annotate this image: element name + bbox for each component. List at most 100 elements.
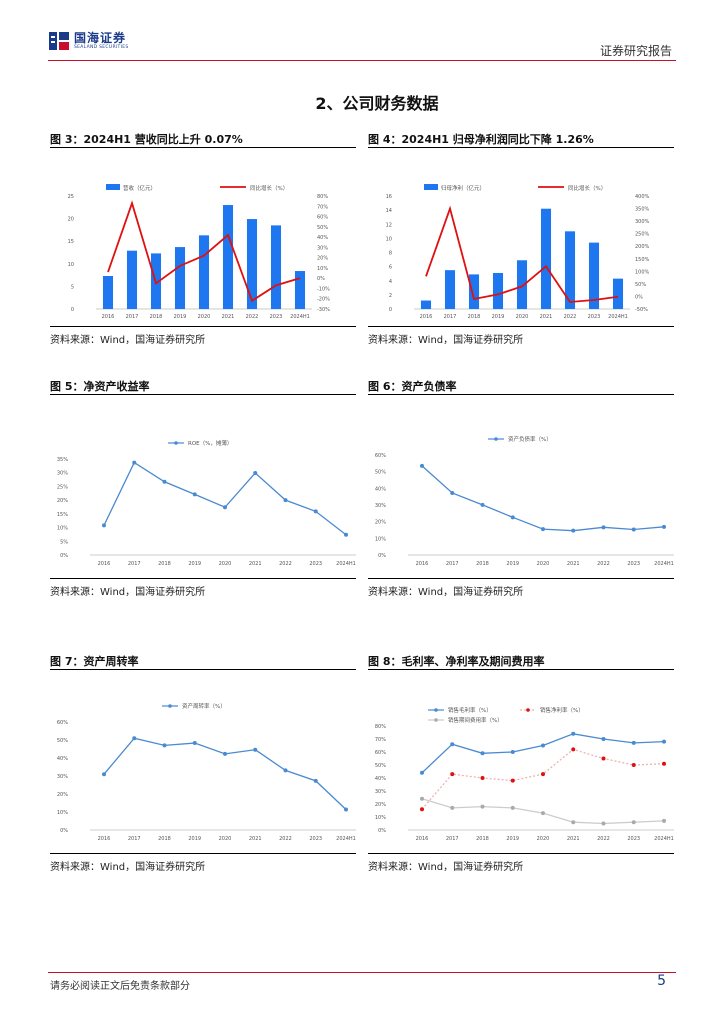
y-tick: 10% — [57, 810, 68, 816]
x-tick: 2020 — [198, 314, 211, 320]
data-point — [450, 742, 455, 747]
figure-source: 资料来源：Wind，国海证券研究所 — [368, 587, 524, 598]
data-point — [223, 505, 227, 510]
y-tick-left: 2 — [389, 293, 392, 299]
y-tick-right: 150% — [635, 257, 650, 263]
y-tick-right: -50% — [635, 307, 648, 313]
y-tick: 80% — [375, 724, 386, 730]
legend-marker — [168, 704, 172, 708]
bar — [564, 231, 576, 309]
x-tick: 2022 — [246, 314, 259, 320]
y-tick-right: 400% — [635, 194, 650, 200]
x-tick: 2018 — [476, 561, 489, 567]
figure-6: 图 6：资产负债率 0% 10% 20% 30% 40% 50% 60% 2016 2017 20… — [368, 378, 674, 598]
y-tick: 20% — [57, 792, 68, 798]
figure-3: 图 3：2024H1 营收同比上升 0.07% 0 5 10 15 20 25 -30% -2… — [50, 131, 356, 346]
x-tick: 2021 — [222, 314, 235, 320]
figure-8: 图 8：毛利率、净利率及期间费用率 0% 10% 20% 30% 40% 50% 60% 70… — [368, 653, 674, 873]
x-tick: 2018 — [150, 314, 163, 320]
data-point — [662, 739, 666, 744]
x-tick: 2023 — [627, 561, 640, 567]
x-tick: 2017 — [446, 561, 459, 567]
roe-chart: 0% 5% 10% 15% 20% 25% 30% 35% 2016 2017 2018 2019 20… — [57, 439, 356, 567]
bar — [174, 247, 186, 309]
logo-cn-text: 国海证券 — [74, 30, 127, 45]
data-point — [510, 750, 515, 754]
x-tick: 2024H1 — [336, 561, 356, 567]
y-tick: 50% — [375, 763, 386, 769]
y-tick: 15% — [57, 512, 68, 518]
data-point — [510, 805, 515, 810]
y-tick: 25% — [57, 484, 68, 490]
figure-source: 资料来源：Wind，国海证券研究所 — [368, 862, 524, 873]
figure-4: 图 4：2024H1 归母净利润同比下降 1.26% 0 2 4 6 8 10 12 14 16… — [368, 131, 674, 346]
company-logo: 国海证券 SEALAND SECURITIES — [48, 30, 129, 52]
data-point — [162, 479, 167, 484]
y-tick-right: 20% — [317, 256, 328, 262]
data-point — [480, 502, 485, 507]
x-tick: 2016 — [98, 836, 111, 842]
y-tick-right: 250% — [635, 232, 650, 238]
data-point — [571, 528, 576, 533]
y-tick: 20% — [375, 802, 386, 808]
x-tick: 2024H1 — [654, 561, 674, 567]
figure-title: 图 6：资产负债率 — [368, 380, 457, 393]
data-point — [631, 820, 636, 825]
legend-marker — [174, 441, 178, 445]
x-tick: 2024H1 — [290, 314, 310, 320]
data-point — [132, 460, 137, 465]
x-tick: 2021 — [249, 561, 262, 567]
bar — [468, 274, 480, 309]
x-tick: 2023 — [309, 561, 322, 567]
y-tick-left: 0 — [389, 307, 392, 313]
data-point — [601, 525, 606, 530]
legend-label: 销售净利率（%） — [540, 706, 584, 714]
x-tick: 2016 — [416, 561, 429, 567]
bar — [516, 260, 528, 309]
x-tick: 2021 — [567, 561, 580, 567]
data-point — [662, 524, 666, 529]
data-point — [631, 763, 636, 767]
y-tick: 10% — [375, 815, 386, 821]
y-tick: 40% — [57, 756, 68, 762]
y-tick-right: 300% — [635, 219, 650, 225]
y-tick-right: 0% — [317, 276, 325, 282]
data-point — [313, 778, 318, 783]
data-point — [420, 770, 424, 775]
legend-label: 资产负债率（%） — [508, 435, 552, 443]
margin-chart: 0% 10% 20% 30% 40% 50% 60% 70% 80% 2016 2017 2018 20… — [375, 706, 674, 842]
x-tick: 2023 — [270, 314, 283, 320]
x-tick: 2018 — [158, 561, 171, 567]
data-point — [541, 743, 545, 748]
y-tick: 35% — [57, 457, 68, 463]
data-point — [450, 772, 455, 777]
logo-icon — [49, 32, 69, 50]
data-point — [223, 751, 227, 756]
data-point — [480, 804, 485, 809]
x-tick: 2017 — [126, 314, 139, 320]
x-tick: 2023 — [627, 836, 640, 842]
bar — [444, 270, 456, 309]
y-tick: 40% — [375, 486, 386, 492]
logo-en-text: SEALAND SECURITIES — [74, 44, 129, 50]
y-tick-left: 4 — [389, 279, 392, 285]
x-tick: 2022 — [279, 561, 292, 567]
data-point — [344, 532, 348, 537]
bar — [492, 272, 504, 309]
y-tick: 30% — [375, 789, 386, 795]
y-tick: 50% — [57, 738, 68, 744]
data-point — [192, 492, 197, 497]
bar — [246, 219, 258, 309]
data-point — [631, 527, 636, 532]
x-tick: 2016 — [98, 561, 111, 567]
x-tick: 2020 — [516, 314, 529, 320]
data-point — [102, 772, 106, 777]
x-tick: 2024H1 — [608, 314, 628, 320]
figure-title: 图 5：净资产收益率 — [50, 380, 150, 393]
y-tick: 0% — [60, 553, 68, 559]
data-point — [283, 498, 288, 503]
x-tick: 2017 — [128, 836, 141, 842]
y-tick: 0% — [60, 828, 68, 834]
data-point — [601, 737, 606, 741]
data-point — [510, 778, 515, 783]
